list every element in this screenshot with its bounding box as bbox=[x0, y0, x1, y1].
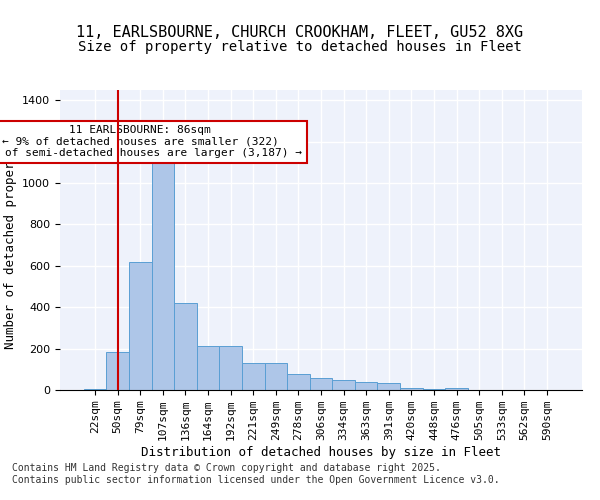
Bar bbox=[400, 388, 422, 390]
Y-axis label: Number of detached properties: Number of detached properties bbox=[4, 131, 17, 349]
Bar bbox=[106, 352, 129, 390]
Bar bbox=[242, 363, 265, 390]
Bar bbox=[152, 160, 174, 390]
Bar bbox=[445, 388, 468, 390]
Bar bbox=[84, 389, 106, 390]
Text: Contains HM Land Registry data © Crown copyright and database right 2025.
Contai: Contains HM Land Registry data © Crown c… bbox=[12, 464, 500, 485]
Bar bbox=[332, 380, 355, 390]
Bar bbox=[129, 262, 152, 390]
Bar bbox=[287, 374, 310, 390]
Bar bbox=[197, 346, 220, 390]
Text: 11 EARLSBOURNE: 86sqm
← 9% of detached houses are smaller (322)
90% of semi-deta: 11 EARLSBOURNE: 86sqm ← 9% of detached h… bbox=[0, 125, 302, 158]
Bar bbox=[220, 346, 242, 390]
X-axis label: Distribution of detached houses by size in Fleet: Distribution of detached houses by size … bbox=[141, 446, 501, 459]
Bar bbox=[355, 382, 377, 390]
Text: Size of property relative to detached houses in Fleet: Size of property relative to detached ho… bbox=[78, 40, 522, 54]
Bar bbox=[422, 389, 445, 390]
Bar bbox=[174, 303, 197, 390]
Bar bbox=[377, 383, 400, 390]
Text: 11, EARLSBOURNE, CHURCH CROOKHAM, FLEET, GU52 8XG: 11, EARLSBOURNE, CHURCH CROOKHAM, FLEET,… bbox=[76, 25, 524, 40]
Bar bbox=[265, 363, 287, 390]
Bar bbox=[310, 378, 332, 390]
